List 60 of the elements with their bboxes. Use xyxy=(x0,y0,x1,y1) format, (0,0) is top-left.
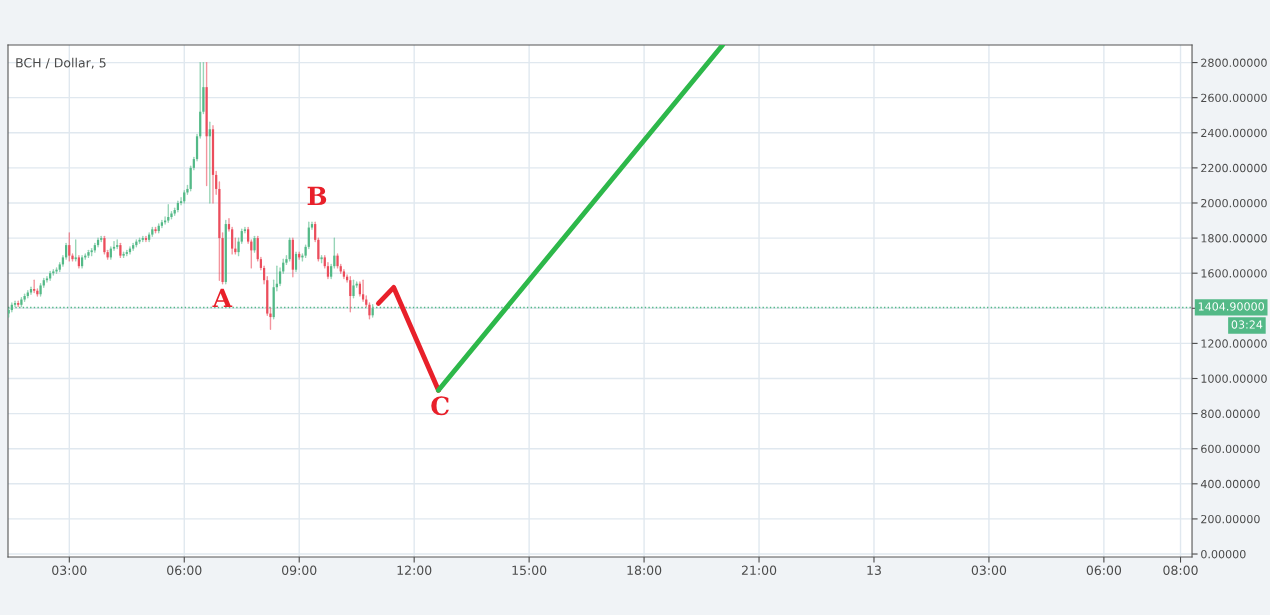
y-tick-label: 1600.00000 xyxy=(1201,269,1267,278)
x-tick-label: 09:00 xyxy=(282,565,317,576)
text: 03:24 xyxy=(1231,320,1263,329)
candlestick xyxy=(285,254,288,266)
candlestick xyxy=(20,297,23,308)
annotation: C xyxy=(431,396,449,416)
candlestick xyxy=(253,235,256,253)
candlestick xyxy=(154,226,157,234)
candlestick xyxy=(320,254,323,264)
candlestick xyxy=(39,283,42,297)
candlestick xyxy=(87,249,90,259)
x-tick-label: 03:00 xyxy=(971,565,1007,576)
annotation: A xyxy=(212,288,233,307)
candlestick xyxy=(304,244,307,259)
candlestick xyxy=(352,279,355,299)
x-tick-label: 13 xyxy=(867,565,881,576)
x-tick-label: 03:00 xyxy=(52,565,87,576)
candlestick xyxy=(243,226,247,234)
candlestick xyxy=(90,247,93,257)
text: BCH / Dollar, 5 xyxy=(16,57,106,69)
y-tick-label: 1000.00000 xyxy=(1201,374,1267,383)
candlestick xyxy=(122,251,125,259)
x-tick-label: 18:00 xyxy=(627,565,662,576)
y-tick-label: 1800.00000 xyxy=(1201,234,1267,243)
x-tick-label: 21:00 xyxy=(741,565,777,576)
x-tick-label: 15:00 xyxy=(512,565,547,576)
candlestick xyxy=(179,197,183,206)
y-tick-label: 400.00000 xyxy=(1200,479,1260,489)
y-tick-label: 2400.00000 xyxy=(1201,128,1267,138)
x-tick-label: 06:00 xyxy=(167,565,202,576)
candlestick xyxy=(170,211,173,220)
candlestick xyxy=(8,307,10,318)
candlestick xyxy=(45,276,49,283)
candlestick xyxy=(237,237,240,257)
candlestick xyxy=(138,237,141,245)
y-tick-label: 2000.00000 xyxy=(1201,198,1267,208)
y-tick-label: 800.00000 xyxy=(1201,409,1260,418)
y-tick-label: 0.00000 xyxy=(1201,550,1246,559)
y-tick-label: 200.00000 xyxy=(1201,514,1260,524)
candlestick xyxy=(52,268,55,276)
candlestick xyxy=(336,253,339,269)
candlestick xyxy=(269,307,272,331)
candlestick xyxy=(33,279,36,294)
x-tick-label: 08:00 xyxy=(1163,565,1198,576)
candlestick xyxy=(186,184,189,195)
candlestick xyxy=(119,242,122,259)
x-tick-label: 12:00 xyxy=(397,565,432,576)
candlestick xyxy=(71,253,74,262)
y-tick-label: 600.00000 xyxy=(1201,444,1260,454)
candlestick xyxy=(151,226,154,238)
ref-line-label: 1404.90000 xyxy=(1198,302,1264,311)
y-tick-label: 1200.00000 xyxy=(1201,339,1267,348)
candlestick xyxy=(103,235,106,255)
candlestick xyxy=(23,293,26,302)
x-tick-label: 06:00 xyxy=(1086,565,1122,576)
annotation: B xyxy=(307,186,327,205)
candlestick xyxy=(368,302,371,320)
y-tick-label: 2200.00000 xyxy=(1201,163,1267,173)
y-tick-label: 2800.00000 xyxy=(1201,58,1267,67)
y-tick-label: 2600.00000 xyxy=(1201,93,1267,103)
